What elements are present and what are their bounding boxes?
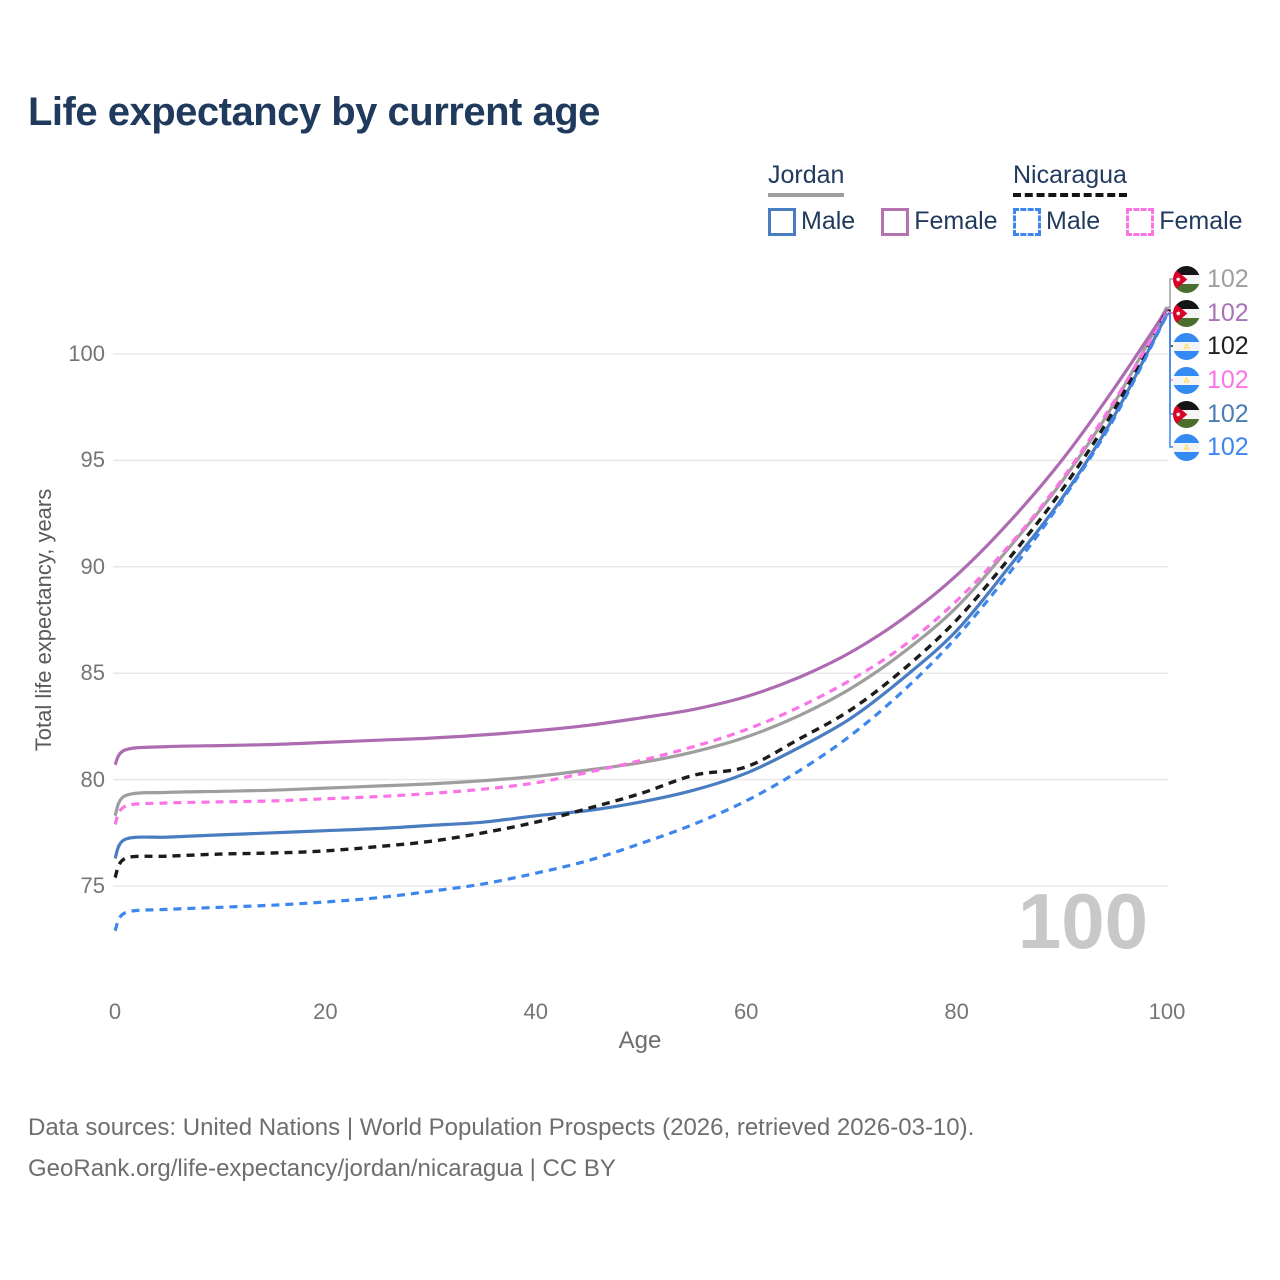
end-label-jordan-male: 102 bbox=[1173, 400, 1249, 428]
legend-item-label: Male bbox=[1046, 207, 1101, 235]
y-tick-100: 100 bbox=[68, 341, 105, 366]
legend-country-jordan[interactable]: Jordan bbox=[768, 161, 845, 189]
x-tick-60: 60 bbox=[733, 999, 759, 1024]
nicaragua-male-swatch-icon bbox=[1013, 207, 1041, 236]
end-label-value: 102 bbox=[1207, 331, 1249, 360]
jordan-male-swatch-icon bbox=[768, 207, 796, 236]
legend-item-nicaragua-female[interactable]: Female bbox=[1126, 207, 1243, 236]
age-watermark: 100 bbox=[1017, 877, 1148, 965]
legend-item-jordan-female[interactable]: Female bbox=[881, 207, 998, 236]
legend-group-nicaragua: Nicaragua Male Female bbox=[1013, 161, 1269, 236]
y-tick-95: 95 bbox=[80, 447, 105, 473]
jordan-flag-icon bbox=[1173, 400, 1200, 428]
x-tick-40: 40 bbox=[523, 999, 549, 1024]
line-jordan-male[interactable] bbox=[113, 312, 1169, 860]
x-axis-title: Age bbox=[618, 1027, 662, 1054]
x-tick-100: 100 bbox=[1148, 999, 1186, 1024]
end-label-jordan-female: 102 bbox=[1173, 299, 1249, 327]
footer: Data sources: United Nations | World Pop… bbox=[28, 1107, 974, 1189]
end-label-nicaragua-both: 102 bbox=[1173, 332, 1249, 360]
jordan-female-swatch-icon bbox=[881, 207, 910, 236]
legend-item-nicaragua-male[interactable]: Male bbox=[1013, 207, 1100, 236]
nicaragua-flag-icon bbox=[1173, 433, 1200, 461]
y-axis-title: Total life expectancy, years bbox=[31, 488, 56, 752]
line-nicaragua-male[interactable] bbox=[113, 313, 1169, 932]
jordan-flag-icon bbox=[1173, 299, 1200, 327]
end-label-jordan-both: 102 bbox=[1173, 265, 1249, 293]
nicaragua-flag-icon bbox=[1173, 332, 1200, 360]
y-tick-80: 80 bbox=[80, 766, 105, 792]
end-label-value: 102 bbox=[1207, 399, 1249, 428]
footer-url-line: GeoRank.org/life-expectancy/jordan/nicar… bbox=[28, 1155, 616, 1182]
end-label-value: 102 bbox=[1207, 432, 1249, 461]
y-tick-85: 85 bbox=[80, 660, 105, 686]
end-label-connector-jordan-both bbox=[1167, 278, 1173, 308]
line-jordan-female[interactable] bbox=[113, 308, 1169, 766]
end-label-value: 102 bbox=[1207, 298, 1249, 327]
end-label-nicaragua-male: 102 bbox=[1173, 433, 1249, 461]
page-title: Life expectancy by current age bbox=[28, 90, 600, 134]
jordan-flag-icon bbox=[1173, 265, 1200, 293]
legend-item-label: Female bbox=[914, 207, 998, 235]
legend-linestyle-nicaragua bbox=[1013, 193, 1127, 197]
y-tick-75: 75 bbox=[80, 873, 105, 898]
x-tick-0: 0 bbox=[108, 999, 122, 1024]
end-label-nicaragua-female: 102 bbox=[1173, 366, 1249, 394]
x-tick-80: 80 bbox=[944, 999, 969, 1024]
footer-sources-line: Data sources: United Nations | World Pop… bbox=[28, 1114, 975, 1141]
line-nicaragua-both[interactable] bbox=[113, 309, 1169, 879]
nicaragua-flag-icon bbox=[1173, 366, 1200, 394]
end-label-value: 102 bbox=[1207, 365, 1249, 394]
end-label-value: 102 bbox=[1207, 264, 1249, 293]
legend-country-nicaragua[interactable]: Nicaragua bbox=[1013, 161, 1127, 189]
line-jordan-both[interactable] bbox=[113, 306, 1169, 817]
x-tick-20: 20 bbox=[313, 999, 338, 1024]
legend-item-label: Male bbox=[801, 207, 856, 235]
y-tick-90: 90 bbox=[80, 553, 105, 579]
legend-group-jordan: Jordan Male Female bbox=[768, 161, 1024, 236]
legend-linestyle-jordan bbox=[768, 193, 844, 197]
legend-item-jordan-male[interactable]: Male bbox=[768, 207, 855, 236]
end-label-connector-nicaragua-male bbox=[1167, 313, 1173, 448]
legend-item-label: Female bbox=[1159, 207, 1243, 235]
nicaragua-female-swatch-icon bbox=[1126, 207, 1155, 236]
